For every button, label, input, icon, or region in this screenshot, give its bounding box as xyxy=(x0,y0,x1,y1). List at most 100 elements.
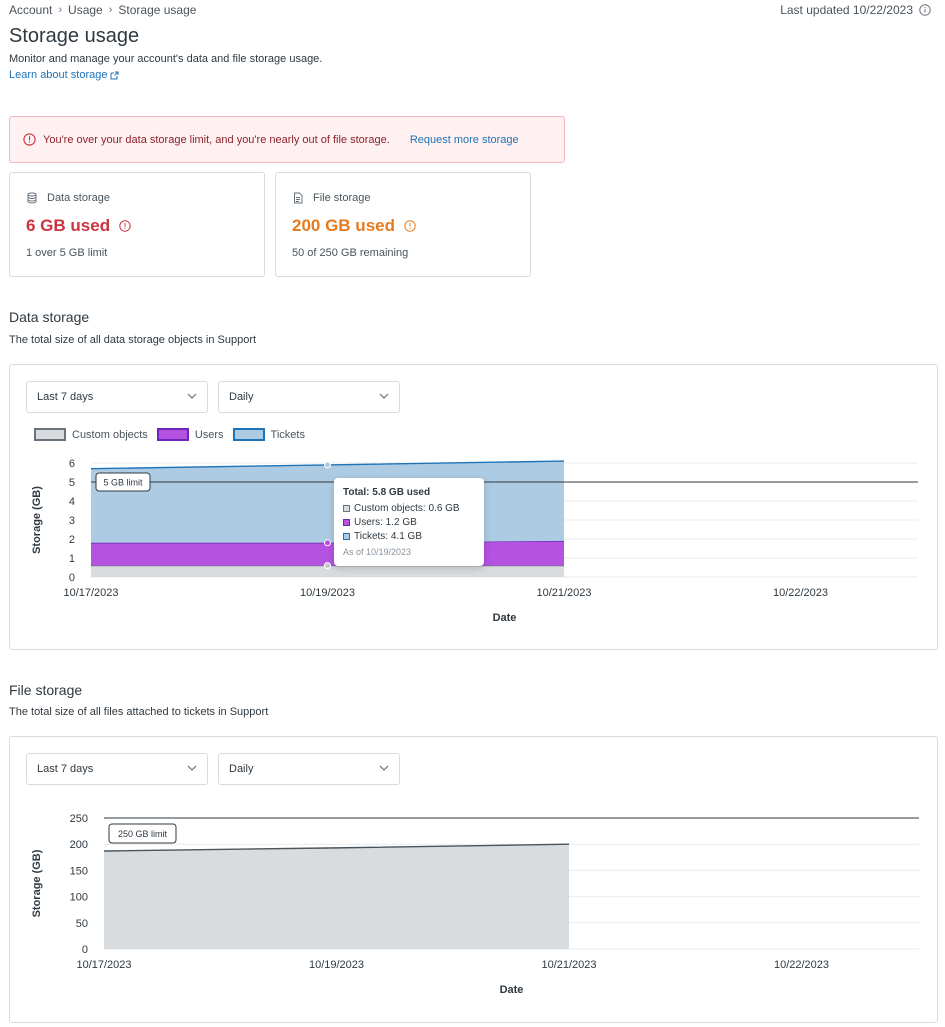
y-axis-label: Storage (GB) xyxy=(31,486,43,554)
x-tick-label: 10/22/2023 xyxy=(774,959,829,971)
file-storage-value: 200 GB used xyxy=(292,216,416,236)
file-storage-card: File storage 200 GB used 50 of 250 GB re… xyxy=(275,172,531,277)
tooltip-row-label: Custom objects: 0.6 GB xyxy=(354,503,460,514)
tooltip-row: Custom objects: 0.6 GB xyxy=(343,503,475,514)
data-storage-value: 6 GB used xyxy=(26,216,131,236)
y-tick-label: 2 xyxy=(69,534,75,546)
chevron-down-icon xyxy=(379,765,389,771)
tooltip-title: Total: 5.8 GB used xyxy=(343,487,431,498)
x-tick-label: 10/17/2023 xyxy=(63,587,118,599)
y-tick-label: 50 xyxy=(76,918,88,930)
file-storage-area xyxy=(104,844,569,949)
file-icon xyxy=(294,192,303,204)
x-tick-label: 10/19/2023 xyxy=(300,587,355,599)
file-interval-select[interactable]: Daily xyxy=(218,753,400,785)
data-chart-legend: Custom objects Users Tickets xyxy=(34,428,314,441)
custom-objects-area xyxy=(91,565,564,577)
legend-item-tickets[interactable]: Tickets xyxy=(232,428,305,441)
users-hover-point xyxy=(324,539,331,547)
legend-label: Users xyxy=(194,428,224,441)
limit-label-box xyxy=(95,472,151,492)
y-tick-label: 6 xyxy=(69,458,75,470)
y-tick-label: 200 xyxy=(70,839,88,851)
learn-about-storage-link[interactable]: Learn about storage xyxy=(9,69,119,81)
breadcrumb: Account › Usage › Storage usage xyxy=(9,2,196,18)
tooltip-swatch-custom-objects xyxy=(343,505,350,512)
last-updated: Last updated 10/22/2023 xyxy=(780,2,931,18)
tickets-area xyxy=(91,461,564,543)
tickets-hover-point xyxy=(324,461,331,469)
file-interval-select-value: Daily xyxy=(229,763,254,775)
limit-label: 250 GB limit xyxy=(118,829,168,839)
tooltip-swatch-users xyxy=(343,519,350,526)
tooltip-row: Tickets: 4.1 GB xyxy=(343,531,475,542)
external-link-icon xyxy=(110,71,119,79)
y-tick-label: 4 xyxy=(69,496,75,508)
request-more-storage-link[interactable]: Request more storage xyxy=(409,133,519,146)
x-tick-label: 10/17/2023 xyxy=(76,959,131,971)
file-storage-chart: 0 50 100 150 200 250 10/17/2023 10/19/2023 10/21… xyxy=(31,813,919,996)
x-tick-label: 10/19/2023 xyxy=(309,959,364,971)
chevron-down-icon xyxy=(187,393,197,399)
y-tick-label: 0 xyxy=(82,944,88,956)
limit-label: 5 GB limit xyxy=(103,478,143,488)
file-storage-sub: 50 of 250 GB remaining xyxy=(292,247,409,259)
x-tick-label: 10/22/2023 xyxy=(773,587,828,599)
x-tick-label: 10/21/2023 xyxy=(536,587,591,599)
chevron-down-icon xyxy=(379,393,389,399)
data-range-select[interactable]: Last 7 days xyxy=(26,381,208,413)
tooltip-swatch-tickets xyxy=(343,533,350,540)
file-range-select-value: Last 7 days xyxy=(37,763,94,775)
tooltip-row: Users: 1.2 GB xyxy=(343,517,475,528)
y-tick-label: 250 xyxy=(70,813,88,825)
legend-swatch-custom-objects xyxy=(34,428,66,441)
legend-swatch-users xyxy=(156,428,189,441)
y-tick-label: 0 xyxy=(69,572,75,584)
breadcrumb-account[interactable]: Account xyxy=(9,3,53,17)
x-tick-label: 10/21/2023 xyxy=(541,959,596,971)
data-storage-card: Data storage 6 GB used 1 over 5 GB limit xyxy=(9,172,265,277)
x-axis-label: Date xyxy=(493,612,517,624)
database-icon xyxy=(27,192,37,204)
breadcrumb-usage[interactable]: Usage xyxy=(68,3,103,17)
breadcrumb-current: Storage usage xyxy=(118,3,197,17)
legend-item-users[interactable]: Users xyxy=(156,428,224,441)
data-storage-chart-panel: Last 7 days Daily Custom objects Users T… xyxy=(9,364,938,650)
info-icon[interactable] xyxy=(919,4,931,16)
tooltip-row-label: Tickets: 4.1 GB xyxy=(354,531,422,542)
data-interval-select[interactable]: Daily xyxy=(218,381,400,413)
page-description: Monitor and manage your account's data a… xyxy=(9,53,323,65)
file-storage-card-label: File storage xyxy=(313,192,371,204)
data-storage-card-label: Data storage xyxy=(47,192,110,204)
file-storage-section-title: File storage xyxy=(9,682,83,698)
y-tick-label: 5 xyxy=(69,477,75,489)
legend-swatch-tickets xyxy=(232,428,265,441)
data-storage-section-description: The total size of all data storage objec… xyxy=(9,334,257,346)
learn-link-label: Learn about storage xyxy=(9,69,108,81)
breadcrumb-separator-icon: › xyxy=(58,4,63,16)
data-chart-tooltip: Total: 5.8 GB used Custom objects: 0.6 G… xyxy=(334,478,484,566)
data-storage-card-header: Data storage xyxy=(26,192,110,204)
data-storage-sub: 1 over 5 GB limit xyxy=(26,247,108,259)
file-storage-value-text: 200 GB used xyxy=(292,216,395,235)
y-tick-label: 3 xyxy=(69,515,75,527)
legend-item-custom-objects[interactable]: Custom objects xyxy=(34,428,148,441)
storage-alert: You're over your data storage limit, and… xyxy=(9,116,565,163)
warning-icon[interactable] xyxy=(119,220,131,232)
alert-icon xyxy=(23,133,36,146)
file-storage-section-description: The total size of all files attached to … xyxy=(9,706,269,718)
data-interval-select-value: Daily xyxy=(229,391,254,403)
tooltip-row-label: Users: 1.2 GB xyxy=(354,517,417,528)
x-axis-label: Date xyxy=(500,984,524,996)
breadcrumb-separator-icon: › xyxy=(108,4,113,16)
warning-icon[interactable] xyxy=(404,220,416,232)
custom-objects-hover-point xyxy=(324,562,331,570)
y-tick-label: 1 xyxy=(69,553,75,565)
y-tick-label: 150 xyxy=(70,865,88,877)
limit-label-box xyxy=(108,823,177,844)
page-title: Storage usage xyxy=(9,25,140,47)
file-storage-line xyxy=(103,843,570,852)
last-updated-text: Last updated 10/22/2023 xyxy=(780,3,913,17)
file-range-select[interactable]: Last 7 days xyxy=(26,753,208,785)
y-axis-label: Storage (GB) xyxy=(31,849,43,917)
